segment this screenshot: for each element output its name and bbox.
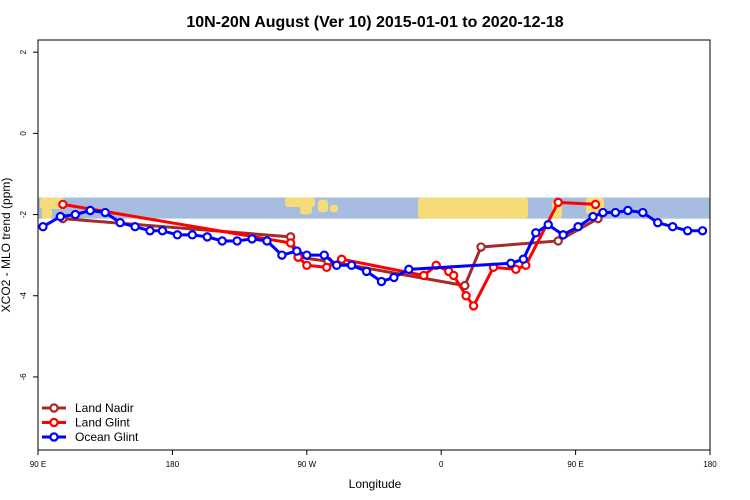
y-axis: 2 0 -2 -4 -6: [19, 49, 38, 380]
land-mass-0: [40, 197, 64, 210]
legend-label: Ocean Glint: [75, 430, 139, 444]
ocean-glint-point: [319, 250, 329, 260]
ocean-glint-point: [518, 254, 529, 264]
land-mass-5: [330, 204, 338, 213]
y-tick-label-1: 0: [19, 131, 28, 136]
land-glint-point: [419, 270, 429, 281]
x-tick-label-0: 90 E: [30, 460, 46, 469]
ocean-glint-point: [558, 230, 568, 240]
ocean-glint-point: [130, 222, 140, 232]
land-mass-7: [505, 197, 525, 213]
land-glint-point: [285, 238, 296, 248]
legend-swatch-marker: [49, 403, 59, 413]
ocean-glint-point: [262, 236, 272, 246]
land-mass-4: [318, 199, 328, 213]
y-tick-label-0: 2: [19, 49, 28, 54]
ocean-glint-point: [85, 205, 95, 216]
land-glint-point: [302, 260, 312, 270]
ocean-glint-point: [172, 230, 183, 240]
land-glint-point: [448, 270, 459, 281]
ocean-glint-point: [361, 266, 372, 277]
ocean-glint-point: [70, 209, 81, 220]
map-band: [38, 197, 710, 219]
x-axis: 90 E 180 90 W 0 90 E 180: [30, 450, 717, 469]
land-mass-1: [42, 208, 52, 219]
x-tick-label-1: 180: [166, 460, 180, 469]
ocean-glint-point: [187, 230, 198, 240]
x-tick-label-5: 180: [703, 460, 717, 469]
land-glint-series: [58, 197, 601, 311]
ocean-glint-point: [38, 222, 48, 232]
ocean-glint-point: [543, 220, 553, 230]
ocean-glint-point: [302, 250, 312, 260]
ocean-glint-point: [573, 222, 583, 232]
ocean-glint-point: [55, 211, 66, 222]
x-axis-label: Longitude: [349, 477, 402, 491]
y-tick-label-2: -2: [19, 210, 28, 218]
ocean-glint-point: [115, 217, 125, 228]
land-glint-point: [511, 264, 521, 275]
ocean-glint-point: [389, 272, 399, 283]
ocean-glint-point: [202, 232, 212, 242]
y-tick-label-3: -4: [19, 292, 28, 300]
land-glint-point: [461, 291, 471, 301]
ocean-glint-point: [598, 207, 608, 218]
ocean-glint-point: [100, 207, 110, 218]
land-nadir-point: [476, 242, 486, 252]
ocean-glint-point: [623, 205, 633, 216]
ocean-glint-point: [610, 207, 621, 218]
land-glint-point: [468, 301, 479, 311]
ocean-glint-point: [331, 260, 342, 270]
ocean-glint-point: [346, 260, 357, 270]
ocean-glint-point: [157, 226, 168, 236]
ocean-glint-point: [531, 228, 541, 238]
ocean-glint-point: [232, 236, 242, 246]
ocean-glint-point: [277, 250, 287, 260]
ocean-glint-point: [145, 226, 155, 236]
land-nadir-series: [58, 213, 603, 291]
chart-title: 10N-20N August (Ver 10) 2015-01-01 to 20…: [186, 14, 563, 31]
legend-item-ocean-glint: Ocean Glint: [42, 430, 139, 444]
legend-item-land-glint: Land Glint: [42, 416, 130, 430]
series-layer: [38, 197, 708, 311]
x-tick-label-2: 90 W: [297, 460, 316, 469]
ocean-glint-point: [506, 258, 516, 268]
legend-label: Land Glint: [75, 416, 130, 430]
ocean-glint-point: [376, 276, 387, 287]
ocean-glint-series: [38, 205, 708, 287]
land-nadir-point: [553, 236, 563, 246]
ocean-glint-line: [42, 208, 703, 284]
x-tick-label-4: 90 E: [567, 460, 583, 469]
map-band-ocean: [38, 197, 710, 219]
ocean-glint-point: [217, 236, 227, 246]
x-tick-label-3: 0: [439, 460, 444, 469]
ocean-glint-point: [588, 211, 598, 222]
ocean-glint-point: [653, 217, 663, 228]
land-glint-point: [553, 197, 563, 208]
y-tick-label-4: -6: [19, 373, 28, 381]
land-glint-point: [590, 199, 601, 210]
legend-label: Land Nadir: [75, 401, 134, 415]
legend-swatch-marker: [49, 417, 59, 428]
ocean-glint-point: [697, 226, 708, 236]
land-glint-point: [322, 262, 332, 273]
ocean-glint-point: [682, 226, 693, 236]
ocean-glint-point: [667, 222, 678, 232]
land-glint-point: [336, 254, 347, 264]
land-glint-point: [58, 199, 68, 210]
ocean-glint-point: [404, 264, 414, 275]
plot-frame: [37, 39, 711, 451]
land-mass-3: [300, 203, 312, 215]
ocean-glint-point: [638, 207, 648, 218]
land-mass-6: [418, 197, 528, 219]
ocean-glint-point: [292, 246, 302, 256]
legend-item-land-nadir: Land Nadir: [42, 401, 134, 415]
y-axis-label: XCO2 - MLO trend (ppm): [0, 178, 13, 313]
ocean-glint-point: [247, 234, 257, 244]
legend-swatch-marker: [49, 432, 59, 442]
